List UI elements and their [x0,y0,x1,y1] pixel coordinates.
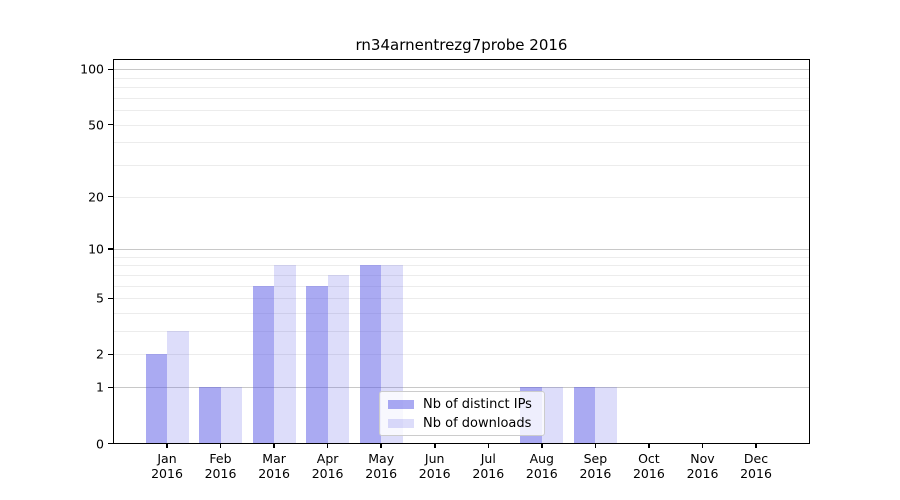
legend-swatch-distinct-ips [388,399,414,409]
legend-item-downloads: Nb of downloads [388,416,536,431]
y-tick-mark-1 [108,386,113,388]
minor-gridline-30 [113,165,810,167]
bar-downloads-jan [167,331,189,444]
minor-gridline-2 [113,354,810,356]
major-gridline-10 [113,249,810,251]
y-tick-label-1: 1 [96,379,104,395]
x-tick-label-nov: Nov 2016 [686,451,719,481]
y-tick-label-50: 50 [88,117,104,133]
bar-downloads-mar [274,265,296,444]
bar-downloads-apr [327,274,350,444]
y-tick-label-10: 10 [88,241,104,257]
plot-area [113,59,810,444]
minor-gridline-50 [113,124,810,126]
x-tick-label-sep: Sep 2016 [579,451,612,481]
minor-gridline-60 [113,110,810,112]
bar-ips-mar [252,285,275,444]
x-tick-label-mar: Mar 2016 [258,451,290,481]
y-tick-label-2: 2 [96,346,104,362]
bar-downloads-feb [220,387,242,444]
x-tick-label-aug: Aug 2016 [525,451,558,481]
x-tick-mark-jun [434,443,436,448]
bar-ips-sep [573,387,596,444]
bar-downloads-sep [595,387,617,444]
y-tick-mark-10 [108,248,113,250]
x-tick-mark-jul [487,443,489,448]
bar-downloads-aug [541,387,564,444]
bar-ips-apr [306,285,328,444]
y-tick-label-100: 100 [80,61,104,77]
x-tick-mark-feb [219,443,222,448]
x-tick-label-jan: Jan 2016 [151,451,183,481]
x-tick-label-dec: Dec 2016 [740,451,772,481]
minor-gridline-80 [113,87,810,89]
x-tick-mark-aug [541,443,543,448]
y-tick-label-0: 0 [96,436,104,451]
y-tick-mark-20 [108,195,113,198]
legend-item-distinct-ips: Nb of distinct IPs [388,397,536,412]
minor-gridline-9 [113,256,810,258]
y-tick-mark-100 [108,68,113,70]
x-tick-label-jul: Jul 2016 [472,451,505,481]
x-tick-label-may: May 2016 [365,451,398,481]
x-tick-label-oct: Oct 2016 [632,451,665,481]
legend-label-downloads: Nb of downloads [423,415,532,431]
y-tick-mark-50 [108,123,113,126]
y-tick-mark-0 [108,442,113,445]
x-tick-label-apr: Apr 2016 [311,451,344,481]
x-tick-mark-dec [755,443,757,448]
minor-gridline-20 [113,196,810,198]
bar-ips-feb [199,387,221,444]
x-tick-mark-nov [701,443,704,448]
x-tick-mark-jan [166,443,168,448]
x-tick-label-jun: Jun 2016 [418,451,451,481]
legend-label-distinct-ips: Nb of distinct IPs [423,396,532,412]
bar-ips-may [359,265,382,444]
minor-gridline-3 [113,331,810,333]
minor-gridline-6 [113,285,810,287]
minor-gridline-7 [113,274,810,276]
chart-title: rn34arnentrezg7probe 2016 [355,36,568,54]
y-tick-mark-2 [108,353,113,356]
y-tick-mark-5 [108,297,113,299]
x-tick-mark-oct [648,443,650,448]
x-tick-label-feb: Feb 2016 [204,451,237,481]
major-gridline-1 [113,387,810,389]
y-tick-label-20: 20 [88,189,104,205]
minor-gridline-70 [113,97,810,99]
major-gridline-100 [113,69,810,71]
minor-gridline-8 [113,265,810,267]
x-tick-mark-apr [326,443,329,448]
minor-gridline-40 [113,142,810,144]
legend-swatch-downloads [388,418,414,428]
y-tick-label-5: 5 [96,290,104,306]
minor-gridline-4 [113,313,810,314]
x-tick-mark-sep [594,443,597,448]
x-tick-mark-mar [273,443,275,448]
minor-gridline-90 [113,77,810,79]
legend: Nb of distinct IPs Nb of downloads [379,391,545,436]
bar-ips-jan [145,354,167,444]
minor-gridline-5 [113,298,810,300]
x-tick-mark-may [380,443,382,448]
